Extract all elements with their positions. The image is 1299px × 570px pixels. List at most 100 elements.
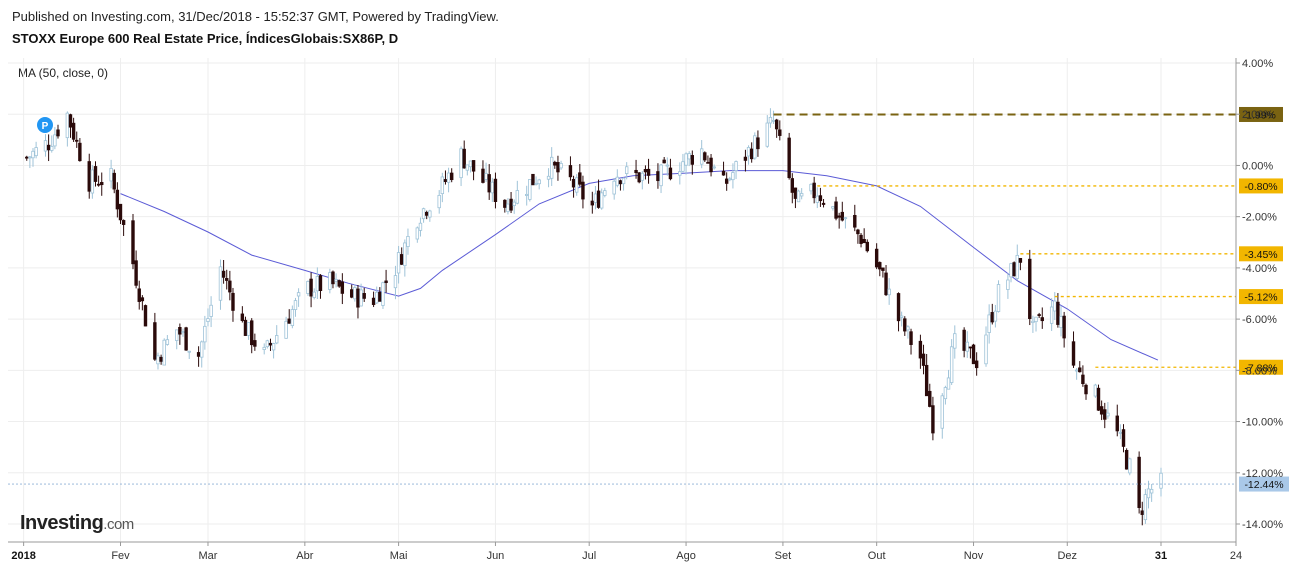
candle-body [756,137,760,150]
candle-body [509,198,513,211]
candle-body [709,157,713,173]
candle-body [690,155,695,165]
candle-body [465,164,470,171]
candle-body [796,190,801,203]
candle-body [75,139,79,142]
x-tick-label: Set [775,550,792,562]
candle-body [275,335,279,344]
candle-body [137,288,141,302]
candle-body [687,153,691,160]
candle-body [1093,384,1098,397]
candle-body [337,280,341,287]
candle-body [753,135,757,159]
candle-body [484,172,488,180]
candle-body [721,170,726,176]
candle-body [56,129,60,137]
candle-body [228,280,232,293]
candle-body [515,190,520,204]
candle-body [1056,301,1060,325]
candle-body [428,210,432,218]
candle-body [250,320,254,346]
candle-body [328,272,332,290]
candle-body [396,252,401,274]
candle-body [356,288,360,308]
candle-body [378,291,382,302]
horizontal-levels[interactable]: 1.99% -0.80% -3.45% -5.12% -7.88% -12.44% [8,106,1289,492]
candle-body [262,346,266,350]
candle-body [640,172,645,181]
candle-body [109,168,113,182]
candle-body [971,344,976,365]
candle-body [284,320,288,339]
candle-body [749,148,754,160]
candle-body [809,183,813,192]
x-tick-label: Dez [1057,550,1077,562]
candle-body [887,288,891,296]
candle-body [100,182,104,186]
candle-body [728,178,732,181]
candle-body [1018,258,1023,263]
candle-body [528,179,532,200]
candle-body [31,150,35,159]
candle-body [425,211,429,216]
candle-body [209,304,213,317]
candle-body [706,161,710,164]
candle-body [350,289,354,298]
candle-body [699,148,704,165]
candle-body [287,318,291,324]
candle-body [549,156,554,179]
candle-body [503,199,507,208]
candle-body [34,147,38,157]
x-tick-label: 31 [1155,550,1167,562]
candle-body [884,272,888,296]
candle-body [1059,316,1063,329]
chart-title[interactable]: STOXX Europe 600 Real Estate Price, Índi… [12,31,399,46]
candle-body [290,309,295,326]
candle-body [593,193,598,203]
candle-body [946,377,951,390]
x-tick-label: 24 [1230,550,1242,562]
candle-body [734,161,738,171]
candle-body [471,160,476,172]
candle-body [943,387,948,400]
candle-body [840,211,844,221]
level-label-bg [1239,359,1283,375]
candle-body [1006,279,1010,290]
candle-body [1146,488,1151,499]
candle-body [78,142,82,162]
candle-body [440,176,445,195]
candle-body [774,119,779,130]
candle-body [203,325,207,343]
candle-body [1121,429,1126,447]
candle-body [184,327,188,351]
candle-body [899,315,904,318]
candle-body [962,329,966,351]
candle-body [253,340,257,347]
candle-body [115,189,120,210]
candle-body [293,300,298,310]
level-label-bg [1239,246,1283,262]
candle-body [246,322,251,336]
marker-p[interactable]: P [37,117,53,133]
candle-body [1015,254,1019,279]
candle-body [159,356,163,362]
candle-body [712,166,716,169]
candle-body [865,241,869,252]
candles [25,108,1163,526]
candle-body [462,148,466,169]
candle-body [590,200,595,206]
candle-body [843,217,848,220]
candle-body [793,187,798,199]
level-label-bg [1239,106,1283,122]
indicator-label[interactable]: MA (50, close, 0) [18,66,109,80]
candle-body [93,166,98,182]
candle-body [490,181,495,194]
current-price-bg [1239,476,1289,492]
published-note: Published on Investing.com, 31/Dec/2018 … [12,9,499,24]
candle-body [487,174,491,193]
candle-body [162,339,166,366]
candle-body [987,314,991,333]
candle-body [112,172,116,190]
candle-body [599,192,604,209]
